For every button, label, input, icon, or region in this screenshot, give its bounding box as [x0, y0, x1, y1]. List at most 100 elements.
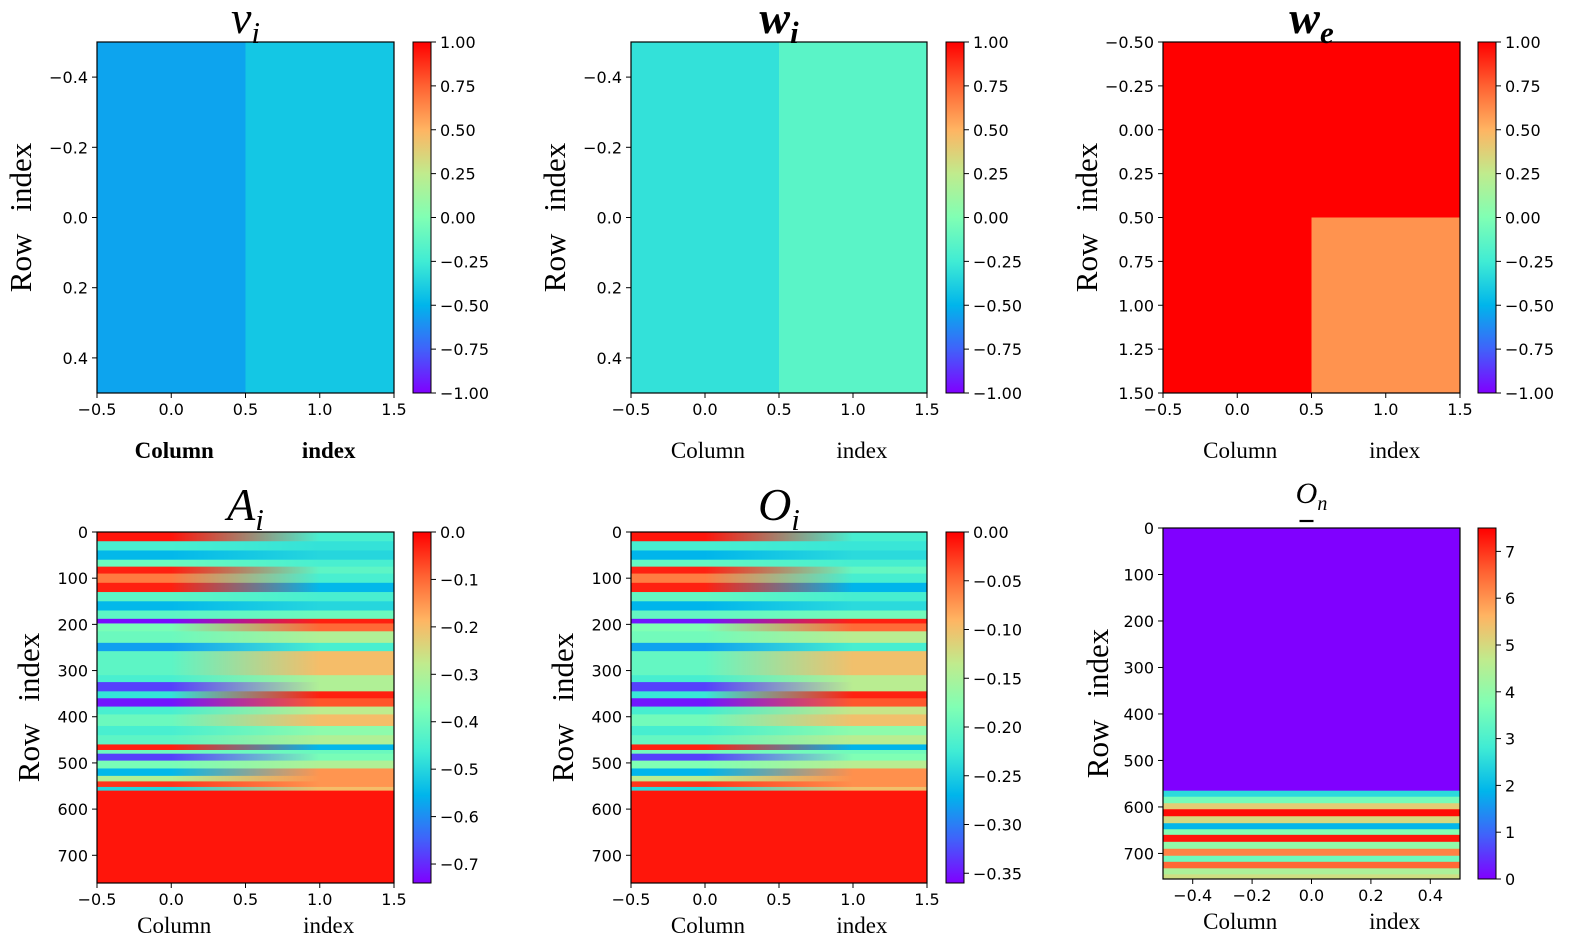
heatmap-band	[631, 790, 927, 884]
x-axis-label-right: index	[302, 438, 356, 463]
y-tick-label: 0.4	[597, 349, 622, 368]
x-tick-label: 0.5	[766, 400, 791, 419]
colorbar-tick-label: −0.75	[973, 340, 1022, 359]
y-tick-label: −0.50	[1105, 33, 1154, 52]
colorbar	[1477, 527, 1497, 880]
heatmap-band	[631, 749, 927, 755]
y-tick-label: 500	[57, 754, 88, 773]
y-tick-label: −0.2	[49, 138, 88, 157]
colorbar-tick-label: −0.25	[973, 252, 1022, 271]
x-axis-label-right: index	[1369, 438, 1421, 463]
heatmap-band	[631, 610, 927, 620]
heatmap-band	[97, 682, 394, 692]
heatmap-band	[631, 566, 927, 575]
heatmap-cell	[1311, 217, 1461, 394]
y-axis-label-left: Row	[1069, 233, 1104, 292]
colorbar-tick-label: −0.6	[440, 808, 479, 827]
heatmap-band	[97, 714, 394, 727]
heatmap-band	[631, 631, 927, 644]
heatmap-band	[1163, 861, 1460, 869]
panel-title-main: w	[759, 0, 790, 43]
heatmap-band	[631, 725, 927, 736]
y-tick-label: 400	[591, 708, 622, 727]
x-tick-label: 1.5	[381, 400, 406, 419]
x-tick-label: 0.0	[159, 890, 184, 909]
heatmap-cell	[779, 42, 928, 394]
colorbar-tick-label: 0.25	[973, 165, 1009, 184]
heatmap-band	[631, 706, 927, 715]
colorbar-tick-label: −0.50	[440, 296, 489, 315]
colorbar-tick-label: 0.75	[1505, 77, 1541, 96]
y-tick-label: 300	[1123, 658, 1154, 677]
y-tick-label: −0.25	[1105, 77, 1154, 96]
y-axis-label: Row index	[11, 632, 46, 782]
heatmap-band	[1163, 874, 1460, 880]
y-tick-label: 1.50	[1118, 384, 1154, 403]
heatmap-band	[97, 610, 394, 620]
x-tick-label: −0.2	[1233, 886, 1272, 905]
heatmap-panel-3: −0.5 0.0 0.5 1.0 1.5 −0.50 −0.25 0.00 0.25 0.50 0.…	[1069, 0, 1554, 463]
heatmap-band	[97, 786, 394, 792]
colorbar-tick-label: −0.25	[1505, 252, 1554, 271]
heatmap-band	[97, 698, 394, 708]
y-axis-label-left: Row	[11, 723, 46, 782]
x-tick-label: 0.0	[1225, 400, 1250, 419]
panel-title: Oi	[758, 479, 800, 537]
panel-title-main: O	[758, 479, 791, 530]
colorbar-tick-label: −0.15	[973, 669, 1022, 688]
colorbar-tick-label: −0.20	[973, 718, 1022, 737]
colorbar-tick-label: 0.25	[1505, 165, 1541, 184]
heatmap-band	[97, 601, 394, 612]
y-tick-label: 0.2	[63, 279, 88, 298]
heatmap-band	[1163, 816, 1460, 824]
x-tick-label: −0.5	[612, 890, 651, 909]
y-tick-label: 600	[57, 800, 88, 819]
colorbar-tick-label: 0.50	[440, 121, 476, 140]
heatmap-band	[631, 573, 927, 584]
colorbar-tick-label: 5	[1505, 636, 1515, 655]
colorbar-tick-label: 1.00	[440, 33, 476, 52]
heatmap-cell	[97, 42, 246, 394]
x-tick-label: 0.2	[1358, 886, 1383, 905]
heatmap-band	[631, 775, 927, 782]
y-axis-label: Row index	[1080, 628, 1115, 778]
heatmap-band	[1163, 790, 1460, 798]
heatmap-band	[1163, 868, 1460, 875]
colorbar-tick-label: 4	[1505, 683, 1515, 702]
colorbar-tick-label: 0.00	[973, 209, 1009, 228]
colorbar-tick-label: 1.00	[973, 33, 1009, 52]
x-axis-label-right: index	[303, 913, 355, 938]
y-tick-label: 0.2	[597, 279, 622, 298]
colorbar-tick-label: −0.35	[973, 864, 1022, 883]
heatmap-band	[97, 623, 394, 632]
y-axis-label-right: index	[3, 142, 38, 211]
x-tick-label: −0.5	[78, 890, 117, 909]
y-axis-label: Row index	[1069, 142, 1104, 292]
colorbar-tick-label: 0.00	[1505, 209, 1541, 228]
panel-title-subscript: i	[255, 502, 264, 537]
x-axis-label-left: Column	[671, 913, 746, 938]
x-tick-label: 1.5	[381, 890, 406, 909]
y-tick-label: 500	[591, 754, 622, 773]
panel-title: vi	[231, 0, 260, 50]
x-axis-label-left: Column	[137, 913, 212, 938]
x-tick-label: 0.5	[766, 890, 791, 909]
colorbar-tick-label: 0.50	[1505, 121, 1541, 140]
y-tick-label: 0.0	[597, 209, 622, 228]
colorbar-tick-label: 0.50	[973, 121, 1009, 140]
heatmap-cell	[631, 42, 780, 394]
panel-title-subscript: i	[251, 15, 260, 50]
x-axis-label-right: index	[1369, 909, 1421, 934]
x-tick-label: −0.5	[78, 400, 117, 419]
panel-title: we	[1289, 0, 1334, 50]
x-tick-label: −0.4	[1173, 886, 1212, 905]
heatmap-band	[631, 623, 927, 632]
x-tick-label: 1.0	[307, 890, 332, 909]
x-tick-label: 1.0	[1373, 400, 1398, 419]
panel-title-subscript: i	[791, 502, 800, 537]
x-tick-label: 1.0	[840, 890, 865, 909]
y-tick-label: 0.0	[63, 209, 88, 228]
y-tick-label: 300	[591, 662, 622, 681]
heatmap-band	[1163, 809, 1460, 817]
colorbar	[945, 531, 965, 884]
